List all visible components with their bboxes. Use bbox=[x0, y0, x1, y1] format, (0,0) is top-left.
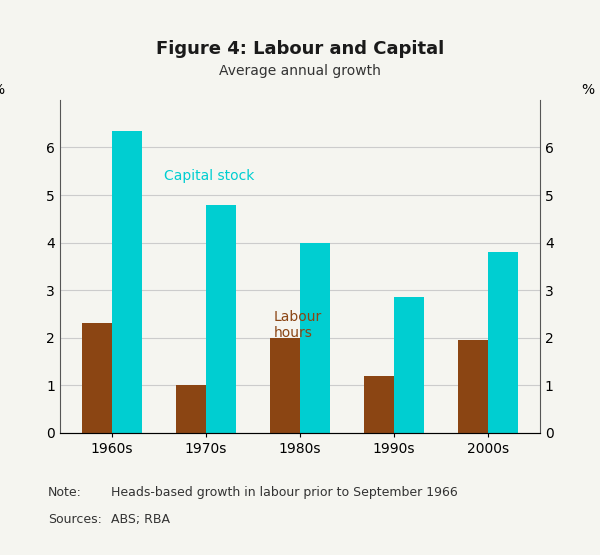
Bar bbox=[364, 376, 394, 433]
Bar bbox=[394, 297, 424, 433]
Text: %: % bbox=[0, 83, 4, 97]
Text: ABS; RBA: ABS; RBA bbox=[111, 513, 170, 526]
Bar bbox=[488, 252, 518, 433]
Bar bbox=[458, 340, 488, 433]
Text: Note:: Note: bbox=[48, 486, 82, 498]
Text: Labour
hours: Labour hours bbox=[274, 310, 322, 340]
Text: Figure 4: Labour and Capital: Figure 4: Labour and Capital bbox=[156, 41, 444, 58]
Bar bbox=[300, 243, 330, 433]
Bar bbox=[270, 338, 300, 433]
Text: Sources:: Sources: bbox=[48, 513, 102, 526]
Bar bbox=[112, 131, 142, 433]
Text: Heads-based growth in labour prior to September 1966: Heads-based growth in labour prior to Se… bbox=[111, 486, 458, 498]
Bar bbox=[82, 324, 112, 433]
Bar bbox=[206, 205, 236, 433]
Bar bbox=[176, 385, 206, 433]
Text: Capital stock: Capital stock bbox=[164, 169, 254, 183]
Text: Average annual growth: Average annual growth bbox=[219, 64, 381, 78]
Text: %: % bbox=[581, 83, 595, 97]
